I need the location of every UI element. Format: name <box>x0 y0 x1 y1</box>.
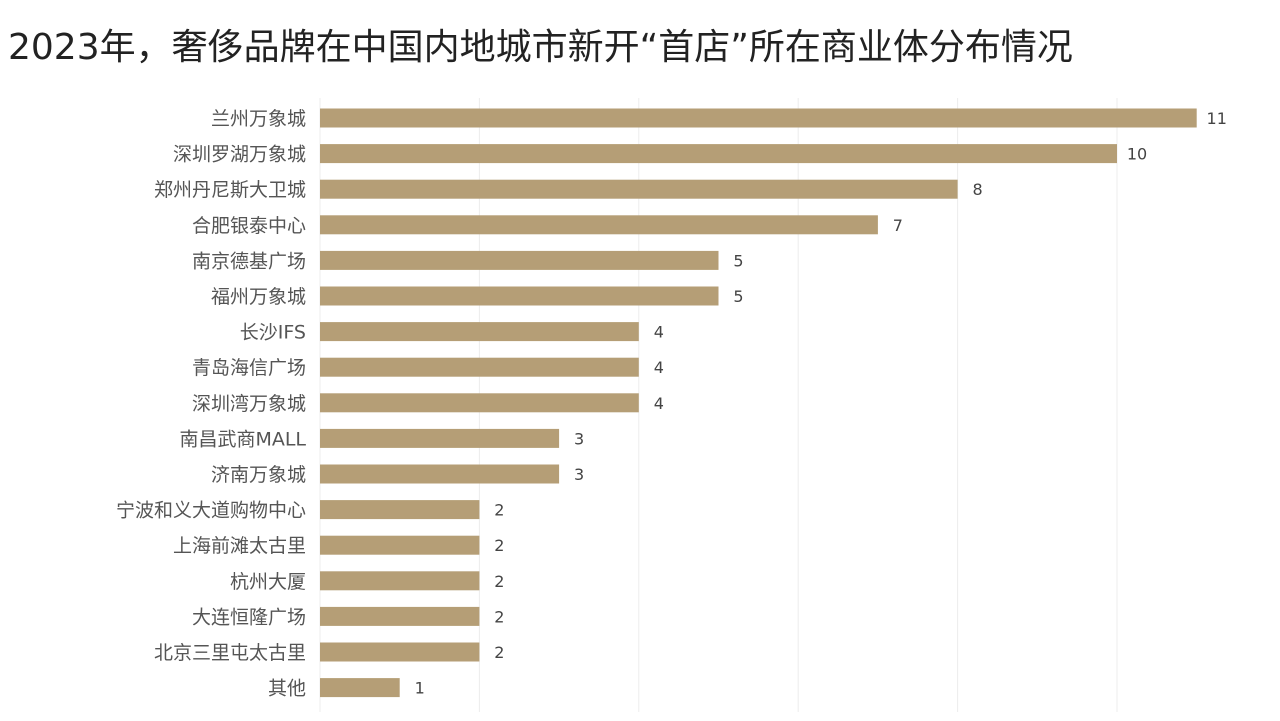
category-label: 福州万象城 <box>211 286 306 308</box>
category-label: 大连恒隆广场 <box>192 606 306 628</box>
bar <box>320 428 560 448</box>
value-label: 2 <box>494 501 504 520</box>
bar <box>320 642 480 662</box>
category-label: 南昌武商MALL <box>179 428 306 450</box>
value-label: 2 <box>494 643 504 662</box>
bar <box>320 500 480 520</box>
value-label: 5 <box>733 287 743 306</box>
bar <box>320 571 480 591</box>
category-label: 杭州大厦 <box>230 571 306 593</box>
value-label: 4 <box>654 358 664 377</box>
value-label: 3 <box>574 465 584 484</box>
category-label: 长沙IFS <box>240 322 306 344</box>
category-label: 上海前滩太古里 <box>173 535 306 557</box>
category-label: 深圳湾万象城 <box>192 393 306 415</box>
value-label: 2 <box>494 536 504 555</box>
value-label: 4 <box>654 394 664 413</box>
category-labels: 兰州万象城深圳罗湖万象城郑州丹尼斯大卫城合肥银泰中心南京德基广场福州万象城长沙I… <box>116 108 306 700</box>
value-label: 2 <box>494 607 504 626</box>
category-label: 北京三里屯太古里 <box>154 642 306 664</box>
category-label: 深圳罗湖万象城 <box>173 144 306 166</box>
bar <box>320 322 639 342</box>
bar <box>320 678 400 698</box>
bar <box>320 357 639 377</box>
category-label: 南京德基广场 <box>192 250 306 272</box>
value-label: 2 <box>494 572 504 591</box>
category-label: 宁波和义大道购物中心 <box>116 500 306 522</box>
bars <box>320 108 1197 698</box>
bar <box>320 393 639 413</box>
category-label: 兰州万象城 <box>211 108 306 130</box>
bar <box>320 250 719 270</box>
value-label: 8 <box>973 180 983 199</box>
category-label: 郑州丹尼斯大卫城 <box>154 179 306 201</box>
value-label: 1 <box>415 679 425 698</box>
value-label: 3 <box>574 429 584 448</box>
bar <box>320 286 719 306</box>
bar <box>320 535 480 555</box>
category-label: 青岛海信广场 <box>192 357 306 379</box>
bar <box>320 606 480 626</box>
category-label: 其他 <box>268 678 306 700</box>
category-label: 济南万象城 <box>211 464 306 486</box>
bar <box>320 464 560 484</box>
bar <box>320 215 878 235</box>
chart-title: 2023年，奢侈品牌在中国内地城市新开“首店”所在商业体分布情况 <box>8 27 1073 68</box>
value-label: 7 <box>893 216 903 235</box>
bar <box>320 108 1197 128</box>
bar <box>320 179 958 199</box>
category-label: 合肥银泰中心 <box>192 215 306 237</box>
value-label: 5 <box>733 251 743 270</box>
value-labels: 11 10 8 7 5 5 4 4 4 3 3 2 2 2 2 2 1 <box>415 109 1227 698</box>
bar <box>320 144 1117 164</box>
value-label: 10 <box>1127 145 1147 164</box>
value-label: 11 <box>1207 109 1227 128</box>
value-label: 4 <box>654 323 664 342</box>
